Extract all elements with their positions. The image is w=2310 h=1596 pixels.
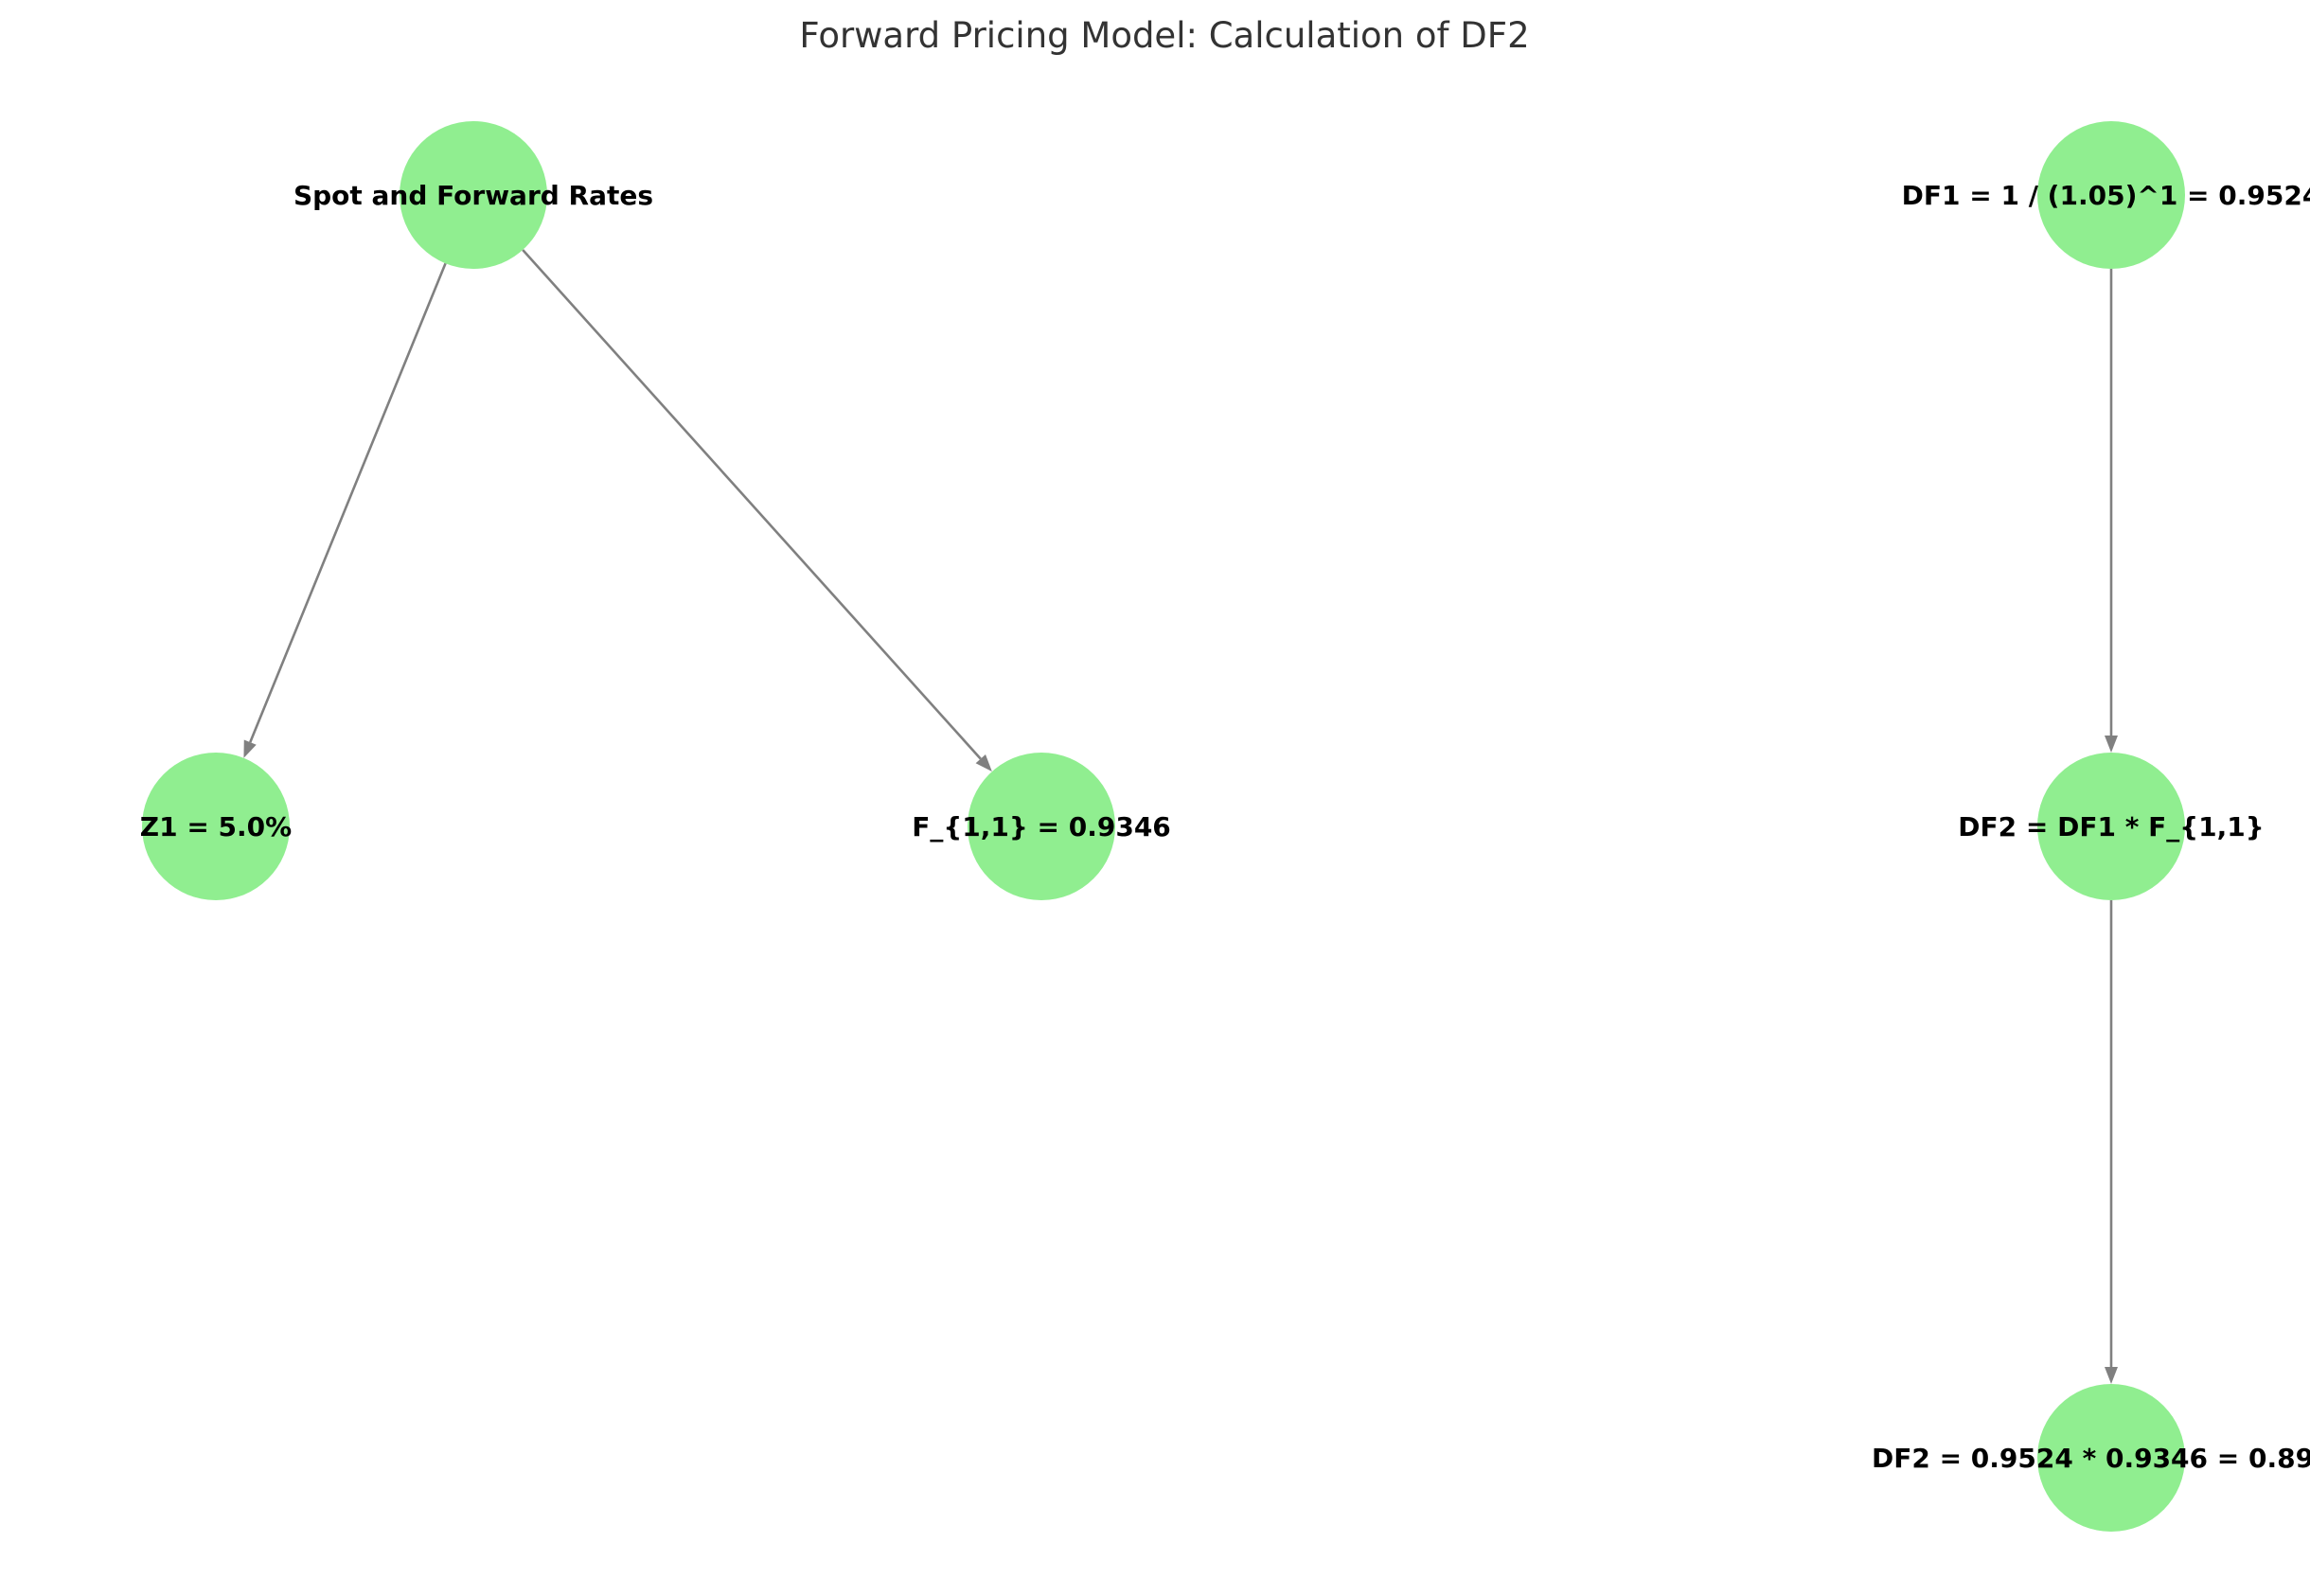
diagram-title: Forward Pricing Model: Calculation of DF…	[799, 15, 1529, 56]
node-circle	[142, 753, 290, 900]
node-f11: F_{1,1} = 0.9346	[912, 753, 1171, 900]
node-circle	[2037, 1384, 2185, 1532]
edge-line	[249, 262, 447, 743]
node-circle	[2037, 753, 2185, 900]
edges-layer	[243, 249, 2118, 1384]
edge-df2_formula-to-df2_result	[2105, 900, 2118, 1384]
edge-arrowhead	[2105, 736, 2118, 753]
edge-arrowhead	[2105, 1367, 2118, 1384]
edge-df1-to-df2_formula	[2105, 269, 2118, 753]
edge-line	[522, 249, 982, 760]
edge-arrowhead	[243, 739, 257, 758]
node-label: Z1 = 5.0%	[140, 811, 292, 842]
node-label: Spot and Forward Rates	[293, 180, 653, 211]
node-circle	[2037, 121, 2185, 269]
edge-spot_forward-to-z1	[243, 262, 447, 758]
node-df2_formula: DF2 = DF1 * F_{1,1}	[1958, 753, 2265, 900]
node-circle	[968, 753, 1115, 900]
node-df2_result: DF2 = 0.9524 * 0.9346 = 0.8901	[1872, 1384, 2310, 1532]
node-label: DF1 = 1 / (1.05)^1 = 0.9524	[1902, 180, 2310, 211]
nodes-layer: Spot and Forward Rates Z1 = 5.0% F_{1,1} =…	[140, 121, 2310, 1532]
node-label: DF2 = 0.9524 * 0.9346 = 0.8901	[1872, 1443, 2310, 1474]
edge-arrowhead	[975, 754, 992, 772]
node-circle	[400, 121, 547, 269]
node-label: DF2 = DF1 * F_{1,1}	[1958, 811, 2264, 842]
node-label: F_{1,1} = 0.9346	[912, 811, 1171, 842]
node-spot_forward: Spot and Forward Rates	[293, 121, 653, 269]
node-df1: DF1 = 1 / (1.05)^1 = 0.9524	[1902, 121, 2310, 269]
edge-spot_forward-to-f11	[522, 249, 992, 772]
node-z1: Z1 = 5.0%	[140, 753, 292, 900]
